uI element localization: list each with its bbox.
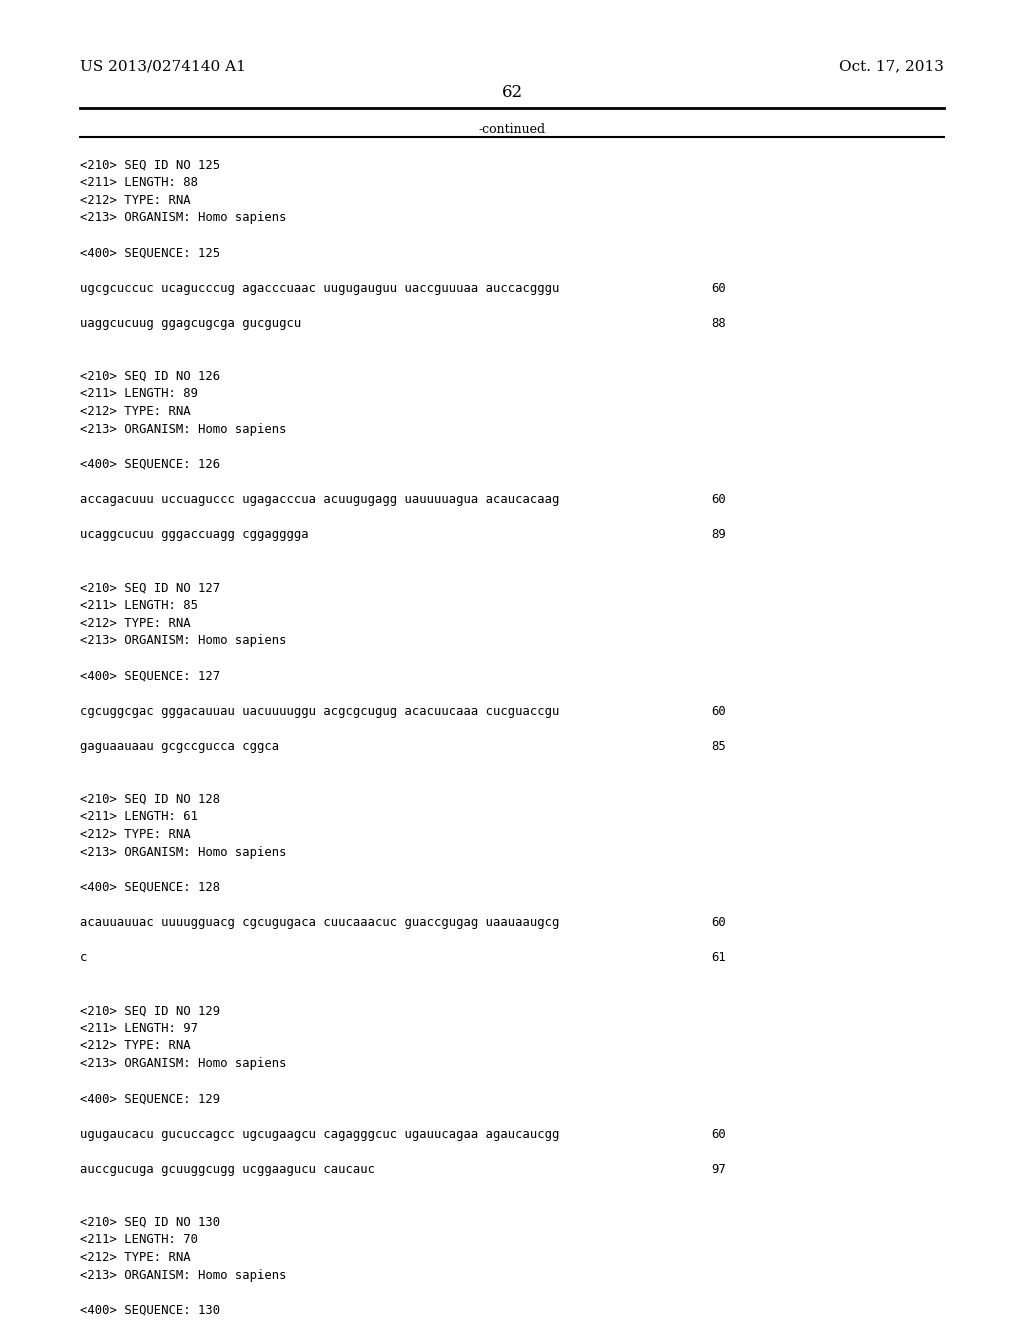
Text: 62: 62 [502,84,522,102]
Text: <213> ORGANISM: Homo sapiens: <213> ORGANISM: Homo sapiens [80,1269,287,1282]
Text: auccgucuga gcuuggcugg ucggaagucu caucauc: auccgucuga gcuuggcugg ucggaagucu caucauc [80,1163,375,1176]
Text: ucaggcucuu gggaccuagg cggagggga: ucaggcucuu gggaccuagg cggagggga [80,528,308,541]
Text: 60: 60 [712,705,726,718]
Text: <211> LENGTH: 85: <211> LENGTH: 85 [80,599,198,612]
Text: c: c [80,952,87,965]
Text: <213> ORGANISM: Homo sapiens: <213> ORGANISM: Homo sapiens [80,422,287,436]
Text: <210> SEQ ID NO 129: <210> SEQ ID NO 129 [80,1005,220,1018]
Text: <210> SEQ ID NO 127: <210> SEQ ID NO 127 [80,581,220,594]
Text: -continued: -continued [478,123,546,136]
Text: 89: 89 [712,528,726,541]
Text: cgcuggcgac gggacauuau uacuuuuggu acgcgcugug acacuucaaa cucguaccgu: cgcuggcgac gggacauuau uacuuuuggu acgcgcu… [80,705,559,718]
Text: ugugaucacu gucuccagcc ugcugaagcu cagagggcuc ugauucagaa agaucaucgg: ugugaucacu gucuccagcc ugcugaagcu cagaggg… [80,1127,559,1140]
Text: uaggcucuug ggagcugcga gucgugcu: uaggcucuug ggagcugcga gucgugcu [80,317,301,330]
Text: <210> SEQ ID NO 128: <210> SEQ ID NO 128 [80,793,220,805]
Text: 60: 60 [712,281,726,294]
Text: <213> ORGANISM: Homo sapiens: <213> ORGANISM: Homo sapiens [80,634,287,647]
Text: <400> SEQUENCE: 129: <400> SEQUENCE: 129 [80,1093,220,1105]
Text: <210> SEQ ID NO 125: <210> SEQ ID NO 125 [80,158,220,172]
Text: 60: 60 [712,916,726,929]
Text: <210> SEQ ID NO 126: <210> SEQ ID NO 126 [80,370,220,383]
Text: <213> ORGANISM: Homo sapiens: <213> ORGANISM: Homo sapiens [80,211,287,224]
Text: <400> SEQUENCE: 128: <400> SEQUENCE: 128 [80,880,220,894]
Text: <400> SEQUENCE: 127: <400> SEQUENCE: 127 [80,669,220,682]
Text: <400> SEQUENCE: 130: <400> SEQUENCE: 130 [80,1304,220,1317]
Text: US 2013/0274140 A1: US 2013/0274140 A1 [80,59,246,74]
Text: 97: 97 [712,1163,726,1176]
Text: <211> LENGTH: 89: <211> LENGTH: 89 [80,388,198,400]
Text: <400> SEQUENCE: 126: <400> SEQUENCE: 126 [80,458,220,471]
Text: <211> LENGTH: 97: <211> LENGTH: 97 [80,1022,198,1035]
Text: 61: 61 [712,952,726,965]
Text: <212> TYPE: RNA: <212> TYPE: RNA [80,1251,190,1265]
Text: <211> LENGTH: 88: <211> LENGTH: 88 [80,176,198,189]
Text: accagacuuu uccuaguccc ugagacccua acuugugagg uauuuuagua acaucacaag: accagacuuu uccuaguccc ugagacccua acuugug… [80,494,559,506]
Text: <212> TYPE: RNA: <212> TYPE: RNA [80,828,190,841]
Text: acauuauuac uuuugguacg cgcugugaca cuucaaacuc guaccgugag uaauaaugcg: acauuauuac uuuugguacg cgcugugaca cuucaaa… [80,916,559,929]
Text: 88: 88 [712,317,726,330]
Text: gaguaauaau gcgccgucca cggca: gaguaauaau gcgccgucca cggca [80,741,279,752]
Text: <212> TYPE: RNA: <212> TYPE: RNA [80,1039,190,1052]
Text: <212> TYPE: RNA: <212> TYPE: RNA [80,194,190,207]
Text: <213> ORGANISM: Homo sapiens: <213> ORGANISM: Homo sapiens [80,1057,287,1071]
Text: Oct. 17, 2013: Oct. 17, 2013 [840,59,944,74]
Text: <400> SEQUENCE: 125: <400> SEQUENCE: 125 [80,247,220,260]
Text: 60: 60 [712,1127,726,1140]
Text: <212> TYPE: RNA: <212> TYPE: RNA [80,405,190,418]
Text: 60: 60 [712,494,726,506]
Text: ugcgcuccuc ucagucccug agacccuaac uugugauguu uaccguuuaa auccacgggu: ugcgcuccuc ucagucccug agacccuaac uugugau… [80,281,559,294]
Text: <212> TYPE: RNA: <212> TYPE: RNA [80,616,190,630]
Text: <213> ORGANISM: Homo sapiens: <213> ORGANISM: Homo sapiens [80,846,287,858]
Text: <211> LENGTH: 70: <211> LENGTH: 70 [80,1233,198,1246]
Text: 85: 85 [712,741,726,752]
Text: <210> SEQ ID NO 130: <210> SEQ ID NO 130 [80,1216,220,1229]
Text: <211> LENGTH: 61: <211> LENGTH: 61 [80,810,198,824]
